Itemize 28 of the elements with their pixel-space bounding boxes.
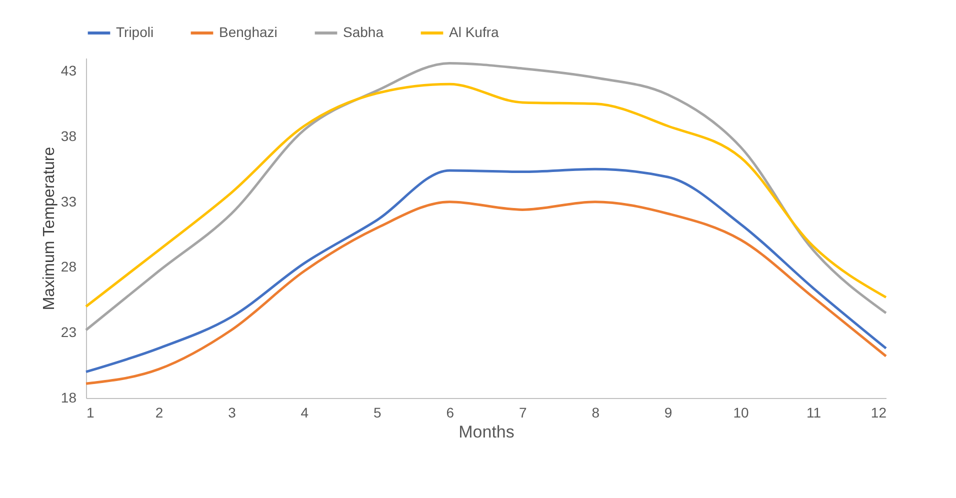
y-tick-label: 38 bbox=[60, 128, 77, 144]
x-tick-label: 10 bbox=[733, 404, 750, 420]
x-axis-title: Months bbox=[458, 422, 514, 442]
x-tick-label: 4 bbox=[300, 404, 309, 420]
x-tick-label: 11 bbox=[806, 404, 822, 420]
y-tick-label: 43 bbox=[60, 62, 77, 79]
x-tick-label: 7 bbox=[518, 404, 527, 420]
x-tick-label: 2 bbox=[155, 404, 164, 420]
y-tick-label: 23 bbox=[60, 324, 77, 340]
x-tick-label: 6 bbox=[446, 404, 454, 420]
line-series bbox=[84, 168, 888, 374]
y-tick-label: 33 bbox=[60, 193, 77, 210]
x-tick-label: 12 bbox=[870, 404, 887, 420]
line-series bbox=[84, 200, 888, 385]
legend-label: Benghazi bbox=[219, 24, 278, 40]
y-axis-title: Maximum Temperature bbox=[40, 146, 58, 310]
line-series bbox=[84, 82, 888, 308]
legend-label: Al Kufra bbox=[449, 24, 500, 40]
x-tick-label: 8 bbox=[592, 404, 600, 420]
legend-label: Tripoli bbox=[116, 24, 154, 40]
x-tick-label: 9 bbox=[664, 404, 672, 420]
legend-label: Sabha bbox=[343, 24, 384, 40]
y-tick-label: 28 bbox=[60, 258, 77, 275]
x-tick-label: 1 bbox=[86, 404, 94, 420]
x-tick-label: 3 bbox=[228, 404, 236, 420]
line-series bbox=[84, 62, 888, 332]
x-tick-label: 5 bbox=[374, 404, 382, 420]
y-tick-label: 18 bbox=[60, 390, 77, 406]
